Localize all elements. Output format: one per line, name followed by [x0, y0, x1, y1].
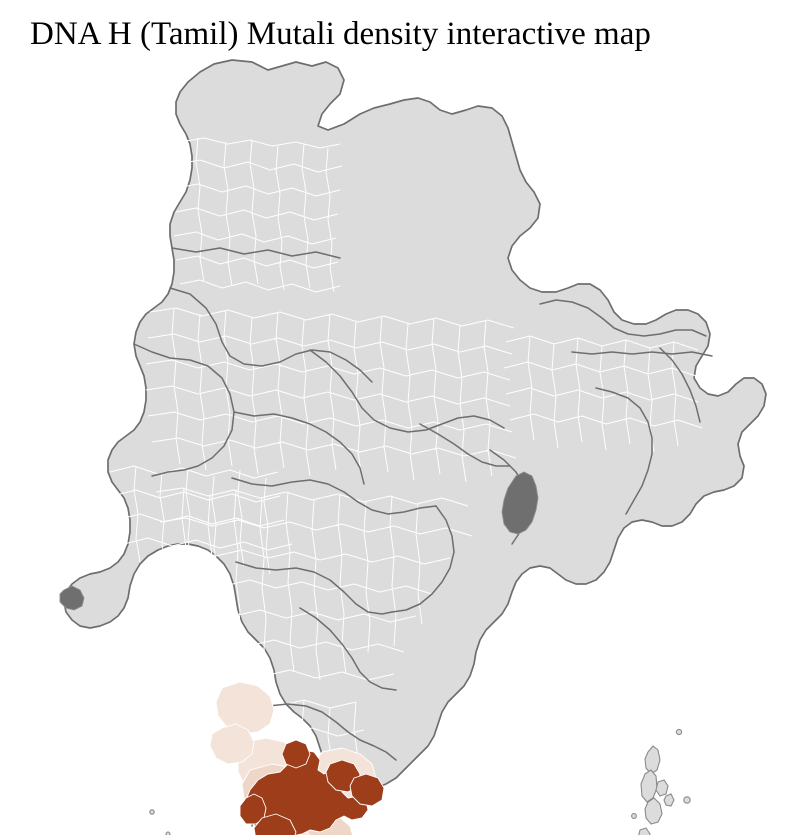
- state-border-northeast-main: [539, 299, 707, 337]
- district-core-e[interactable]: [349, 773, 385, 807]
- district-halo-kerala-border[interactable]: [209, 723, 255, 765]
- andaman-nicobar-islands-layer[interactable]: [631, 728, 691, 835]
- state-border-mp-maharashtra: [231, 477, 437, 515]
- island-middle-andaman[interactable]: [640, 769, 658, 803]
- india-map-container[interactable]: [0, 52, 788, 835]
- district-sundarbans[interactable]: [501, 471, 539, 535]
- island-baratang[interactable]: [655, 779, 669, 797]
- lakshadweep-islands-layer[interactable]: [149, 809, 171, 835]
- dark-gray-districts-layer: [59, 471, 539, 611]
- island-dot-narcondam[interactable]: [675, 728, 683, 736]
- island-south-andaman[interactable]: [644, 797, 663, 825]
- island-dot-lakshadweep-2[interactable]: [165, 831, 171, 835]
- district-kutch-west-tip[interactable]: [59, 585, 85, 611]
- state-border-mizoram-tripura: [595, 387, 653, 515]
- state-border-punjab-haryana: [169, 287, 373, 383]
- district-core-c[interactable]: [281, 739, 311, 769]
- island-dot-barren[interactable]: [683, 796, 691, 804]
- district-lines-northwest: [109, 465, 293, 575]
- district-core-f[interactable]: [253, 813, 297, 835]
- state-border-up-mp: [309, 349, 505, 433]
- district-lines-east: [503, 335, 703, 453]
- country-outline-layer: [63, 59, 767, 791]
- state-border-maharashtra-telangana: [391, 505, 455, 613]
- state-border-tn-ap: [359, 739, 397, 761]
- island-ritchie[interactable]: [663, 793, 675, 807]
- island-north-andaman[interactable]: [644, 745, 661, 775]
- state-border-karnataka-ap: [299, 607, 397, 691]
- district-lines-central: [145, 307, 517, 483]
- mainland-base[interactable]: [63, 59, 767, 791]
- india-country-outline: [63, 59, 767, 791]
- district-halo-west[interactable]: [215, 681, 275, 735]
- state-border-maharashtra-karnataka: [235, 561, 393, 615]
- island-dot-lakshadweep-1[interactable]: [149, 809, 155, 815]
- state-border-gujarat-mp: [233, 411, 365, 485]
- state-border-assam-meghalaya: [571, 351, 713, 357]
- highlight-layer-tamil-nadu: [209, 681, 385, 835]
- island-dot-rutland[interactable]: [631, 813, 637, 819]
- state-border-jk-himachal: [171, 247, 341, 259]
- district-lines-north: [173, 137, 343, 293]
- state-border-bihar-jharkhand: [419, 423, 511, 467]
- page-title: DNA H (Tamil) Mutali density interactive…: [30, 16, 651, 52]
- state-boundaries-layer: [133, 247, 713, 827]
- state-border-assam-nagaland: [659, 347, 701, 423]
- mainland-base-layer: [63, 59, 767, 791]
- island-little-andaman[interactable]: [638, 827, 651, 835]
- india-district-map[interactable]: [0, 52, 788, 835]
- district-lines-deccan: [155, 487, 473, 681]
